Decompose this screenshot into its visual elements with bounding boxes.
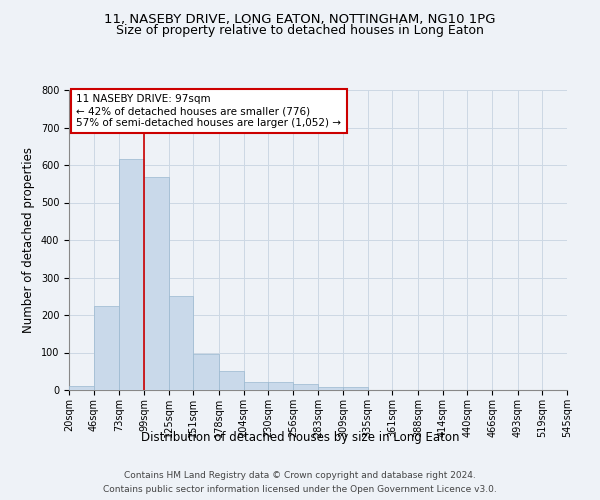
Text: Size of property relative to detached houses in Long Eaton: Size of property relative to detached ho… — [116, 24, 484, 37]
Bar — [94, 306, 119, 390]
Bar — [293, 384, 319, 390]
Bar — [343, 387, 368, 390]
Text: Contains HM Land Registry data © Crown copyright and database right 2024.: Contains HM Land Registry data © Crown c… — [124, 472, 476, 480]
Bar — [268, 382, 293, 390]
Bar — [193, 354, 219, 390]
Text: 11, NASEBY DRIVE, LONG EATON, NOTTINGHAM, NG10 1PG: 11, NASEBY DRIVE, LONG EATON, NOTTINGHAM… — [104, 12, 496, 26]
Text: Distribution of detached houses by size in Long Eaton: Distribution of detached houses by size … — [141, 431, 459, 444]
Bar — [319, 387, 343, 390]
Bar — [119, 158, 144, 390]
Text: Contains public sector information licensed under the Open Government Licence v3: Contains public sector information licen… — [103, 484, 497, 494]
Text: 11 NASEBY DRIVE: 97sqm
← 42% of detached houses are smaller (776)
57% of semi-de: 11 NASEBY DRIVE: 97sqm ← 42% of detached… — [76, 94, 341, 128]
Bar — [244, 382, 268, 390]
Bar — [169, 296, 193, 390]
Y-axis label: Number of detached properties: Number of detached properties — [22, 147, 35, 333]
Bar — [69, 386, 94, 390]
Bar — [144, 178, 169, 390]
Bar — [219, 371, 244, 390]
